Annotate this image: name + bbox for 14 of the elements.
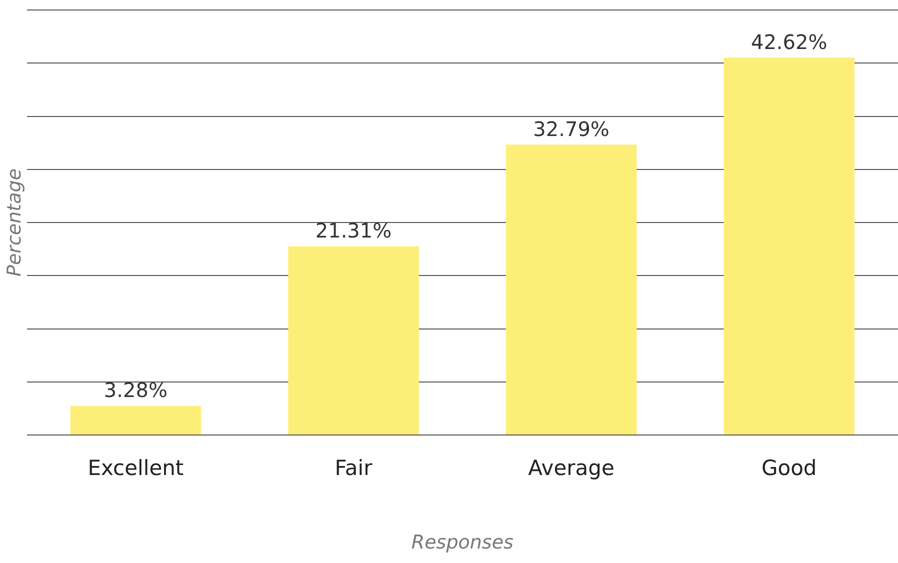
- bar: [506, 144, 637, 434]
- data-label: 32.79%: [533, 116, 610, 141]
- bar: [70, 406, 202, 434]
- data-label: 21.31%: [315, 218, 392, 243]
- data-label: 3.28%: [104, 378, 168, 402]
- bar: [288, 246, 419, 434]
- data-label: 42.62%: [750, 30, 828, 54]
- x-tick-label: Good: [761, 456, 817, 480]
- x-axis-title: Responses: [411, 532, 514, 554]
- x-tick-label: Average: [528, 456, 614, 480]
- x-tick-label: Fair: [334, 456, 373, 480]
- x-tick-label: Excellent: [88, 456, 184, 480]
- y-axis-title: Percentage: [3, 168, 26, 276]
- bar: [724, 58, 854, 434]
